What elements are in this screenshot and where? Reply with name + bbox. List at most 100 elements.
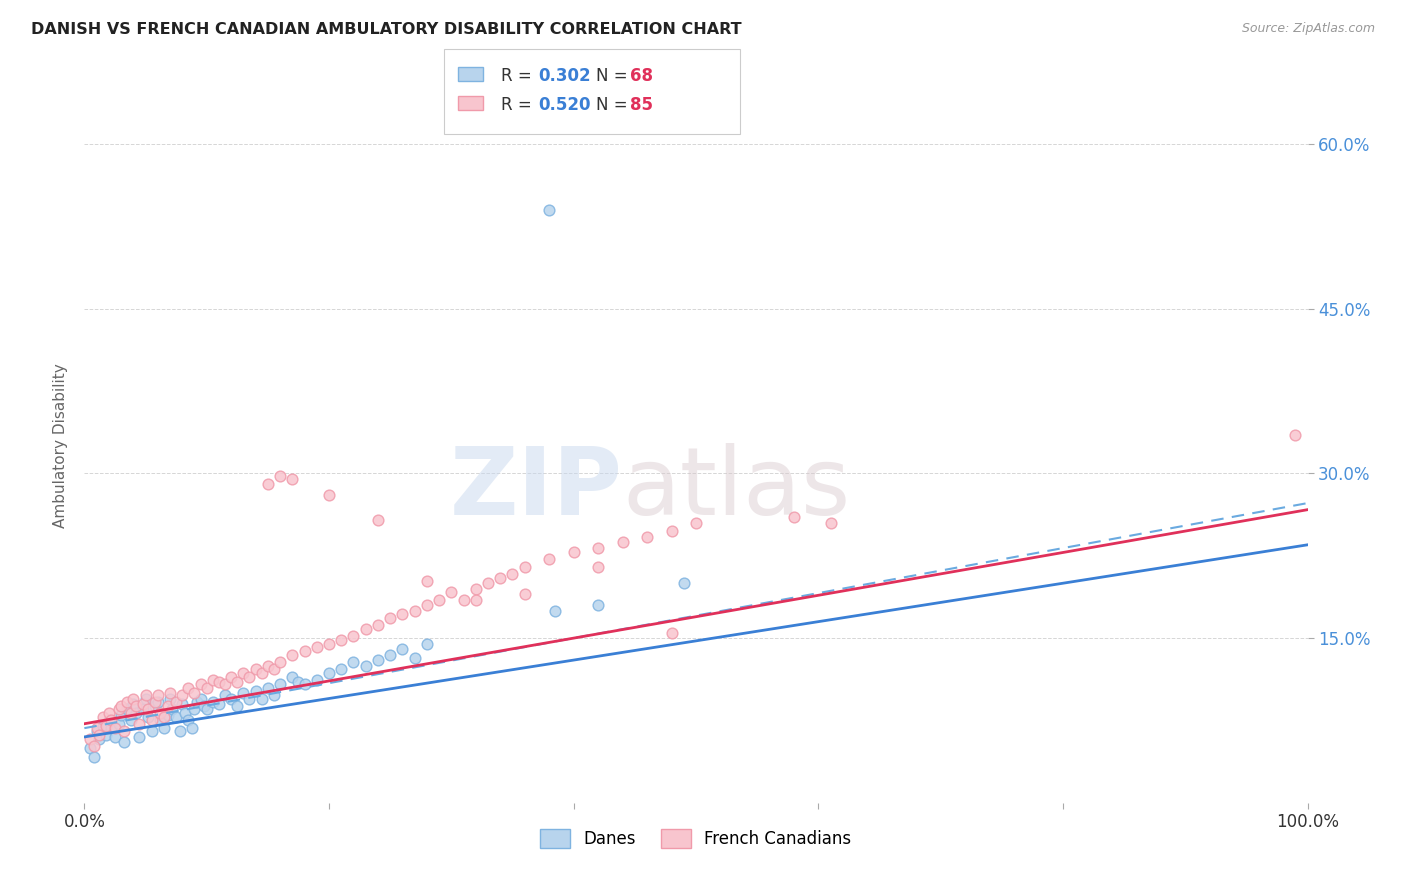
Point xyxy=(404,651,426,665)
Point xyxy=(181,721,204,735)
Point xyxy=(238,669,260,683)
Point xyxy=(186,695,208,709)
Point xyxy=(477,576,499,591)
Point xyxy=(86,724,108,739)
Point xyxy=(173,706,195,720)
Point xyxy=(330,633,353,648)
Point xyxy=(153,721,176,735)
Point xyxy=(354,623,377,637)
Point xyxy=(214,688,236,702)
Point xyxy=(219,691,242,706)
Y-axis label: Ambulatory Disability: Ambulatory Disability xyxy=(53,364,69,528)
Point xyxy=(83,739,105,753)
Point xyxy=(391,607,413,621)
Point xyxy=(538,202,561,217)
Text: R =: R = xyxy=(501,67,537,85)
Point xyxy=(367,618,389,632)
Point xyxy=(367,653,389,667)
Point xyxy=(820,516,842,530)
Point xyxy=(91,719,114,733)
Point xyxy=(141,724,163,739)
Point xyxy=(208,697,231,711)
Point xyxy=(97,714,120,728)
Text: 0.302: 0.302 xyxy=(538,67,591,85)
Point xyxy=(513,587,536,601)
Point xyxy=(257,681,280,695)
Point xyxy=(281,669,304,683)
Point xyxy=(612,534,634,549)
Point xyxy=(783,510,806,524)
Point xyxy=(107,702,129,716)
Text: Source: ZipAtlas.com: Source: ZipAtlas.com xyxy=(1241,22,1375,36)
Text: ZIP: ZIP xyxy=(450,442,623,535)
Point xyxy=(149,714,172,728)
Point xyxy=(502,567,524,582)
Point xyxy=(122,697,145,711)
Point xyxy=(100,721,122,735)
Point xyxy=(193,699,215,714)
Point xyxy=(97,706,120,720)
Point xyxy=(87,732,110,747)
Point xyxy=(125,699,148,714)
Point xyxy=(318,488,340,502)
Point xyxy=(257,477,280,491)
Point xyxy=(318,666,340,681)
Point xyxy=(107,716,129,731)
Point xyxy=(169,724,191,739)
Point xyxy=(104,730,127,744)
Point xyxy=(128,716,150,731)
Point xyxy=(263,662,285,676)
Point xyxy=(153,710,176,724)
Point xyxy=(214,677,236,691)
Point xyxy=(250,666,273,681)
Point xyxy=(544,604,567,618)
Point xyxy=(661,524,683,538)
Point xyxy=(269,468,291,483)
Text: atlas: atlas xyxy=(623,442,851,535)
Point xyxy=(342,655,364,669)
Point xyxy=(226,675,249,690)
Point xyxy=(143,695,166,709)
Point xyxy=(354,658,377,673)
Point xyxy=(110,708,132,723)
Point xyxy=(136,710,159,724)
Point xyxy=(120,706,142,720)
Point xyxy=(513,559,536,574)
Point xyxy=(562,545,585,559)
Point xyxy=(489,571,512,585)
Point xyxy=(201,695,224,709)
Text: N =: N = xyxy=(596,67,633,85)
Point xyxy=(100,714,122,728)
Point xyxy=(661,625,683,640)
Point xyxy=(294,644,316,658)
Point xyxy=(685,516,707,530)
Point xyxy=(380,611,402,625)
Point xyxy=(538,552,561,566)
Point xyxy=(162,702,184,716)
Text: 68: 68 xyxy=(630,67,652,85)
Point xyxy=(91,710,114,724)
Point xyxy=(453,592,475,607)
Point xyxy=(172,688,194,702)
Point xyxy=(245,683,267,698)
Point xyxy=(96,728,118,742)
Point xyxy=(183,702,205,716)
Text: DANISH VS FRENCH CANADIAN AMBULATORY DISABILITY CORRELATION CHART: DANISH VS FRENCH CANADIAN AMBULATORY DIS… xyxy=(31,22,741,37)
Point xyxy=(143,699,166,714)
Legend: Danes, French Canadians: Danes, French Canadians xyxy=(534,822,858,855)
Point xyxy=(156,699,179,714)
Point xyxy=(287,675,309,690)
Point xyxy=(96,719,118,733)
Point xyxy=(115,695,138,709)
Point xyxy=(208,675,231,690)
Point xyxy=(427,592,450,607)
Point xyxy=(586,598,609,612)
Point xyxy=(404,604,426,618)
Point xyxy=(232,666,254,681)
Point xyxy=(165,710,187,724)
Text: 85: 85 xyxy=(630,96,652,114)
Point xyxy=(281,648,304,662)
Point xyxy=(440,585,463,599)
Point xyxy=(128,730,150,744)
Point xyxy=(156,708,179,723)
